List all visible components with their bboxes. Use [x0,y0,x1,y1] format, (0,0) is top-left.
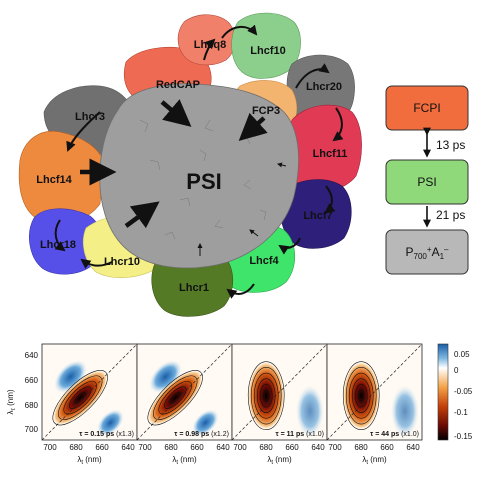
label-lhcr10: Lhcr10 [104,256,140,268]
label-lhcf11: Lhcf11 [313,148,348,160]
svg-text:640: 640 [25,351,39,360]
label-psi: PSI [186,169,221,194]
label-fcp3: FCP3 [252,105,280,117]
x-tick-label: 680 [69,443,83,452]
transfer-arrows [54,24,344,299]
colorbar [437,343,449,441]
x-axis-label: λt (nm) [362,455,387,466]
spectrum-panel: τ = 0.15 ps (x1.3) 700 680 660 640 λt (nm) [41,343,138,466]
label-lhcf10: Lhcf10 [250,45,285,57]
x-tick-label: 660 [285,443,299,452]
label-lhcf14: Lhcf14 [36,174,72,186]
x-tick-label: 640 [311,443,325,452]
x-tick-label: 700 [328,443,342,452]
energy-arrows [80,99,268,229]
x-axis-label: λt (nm) [267,455,292,466]
x-tick-label: 700 [233,443,247,452]
x-tick-label: 660 [95,443,109,452]
label-lhcr1: Lhcr1 [179,282,209,294]
box-p700a1-label: P700+A1– [406,245,450,261]
colorbar-ticks: 0.05 0 -0.05 -0.1 -0.15 [454,350,473,441]
x-tick-label: 700 [138,443,152,452]
x-tick-label: 680 [354,443,368,452]
x-axis-label: λt (nm) [172,455,197,466]
panel-tau-label: τ = 11 ps (x1.0) [276,431,324,438]
y-axis-label: λτ (nm) [6,389,17,414]
x-tick-label: 700 [43,443,57,452]
svg-text:-0.1: -0.1 [454,408,468,417]
label-lhcf4: Lhcf4 [249,255,279,267]
antenna-lhcf14 [18,130,105,225]
time-fcpi-psi: 13 ps [436,138,465,152]
x-axis-label: λt (nm) [77,455,102,466]
label-lhcr20: Lhcr20 [306,81,342,93]
x-tick-label: 660 [190,443,204,452]
svg-text:0: 0 [454,366,459,375]
label-lhcr3: Lhcr3 [75,111,105,123]
spectrum-panel: τ = 44 ps (x1.0) 700 680 660 640 λt (nm) [326,343,423,466]
panel-tau-label: τ = 44 ps (x1.0) [370,431,419,438]
panel-tau-label: τ = 0.15 ps (x1.3) [79,431,134,438]
x-tick-label: 660 [380,443,394,452]
svg-text:700: 700 [25,425,39,434]
box-psi [385,159,469,205]
box-psi-label: PSI [417,175,436,189]
svg-text:660: 660 [25,376,39,385]
time-psi-p700: 21 ps [436,208,465,222]
label-lhcq8: Lhcq8 [194,39,226,51]
antenna-lhcf7 [280,179,352,249]
svg-text:0.05: 0.05 [454,350,470,359]
x-tick-label: 640 [121,443,135,452]
panel-tau-label: τ = 0.98 ps (x1.2) [174,431,229,438]
spectrum-panel: τ = 11 ps (x1.0) 700 680 660 640 λt (nm) [231,343,328,466]
box-fcpi-label: FCPI [413,101,440,115]
kinetic-scheme: FCPI PSI P700+A1– 13 ps 21 ps [385,85,469,275]
label-redcap: RedCAP [156,79,200,91]
x-tick-label: 640 [216,443,230,452]
svg-text:680: 680 [25,401,39,410]
x-tick-label: 680 [259,443,273,452]
svg-text:-0.15: -0.15 [454,432,473,441]
x-tick-label: 680 [164,443,178,452]
x-tick-label: 640 [406,443,420,452]
label-lhcr18: Lhcr18 [40,239,76,251]
y-ticks: 640 660 680 700 [25,351,39,434]
svg-text:-0.05: -0.05 [454,387,473,396]
label-lhcf7: Lhcf7 [303,210,332,222]
spectrum-panel: τ = 0.98 ps (x1.2) 700 680 660 640 λt (nm) [136,343,233,466]
box-p700a1 [385,229,469,275]
psi-complex: RedCAP Lhcq8 Lhcf10 Lhcr20 FCP3 Lhcr3 Lh… [18,12,362,317]
